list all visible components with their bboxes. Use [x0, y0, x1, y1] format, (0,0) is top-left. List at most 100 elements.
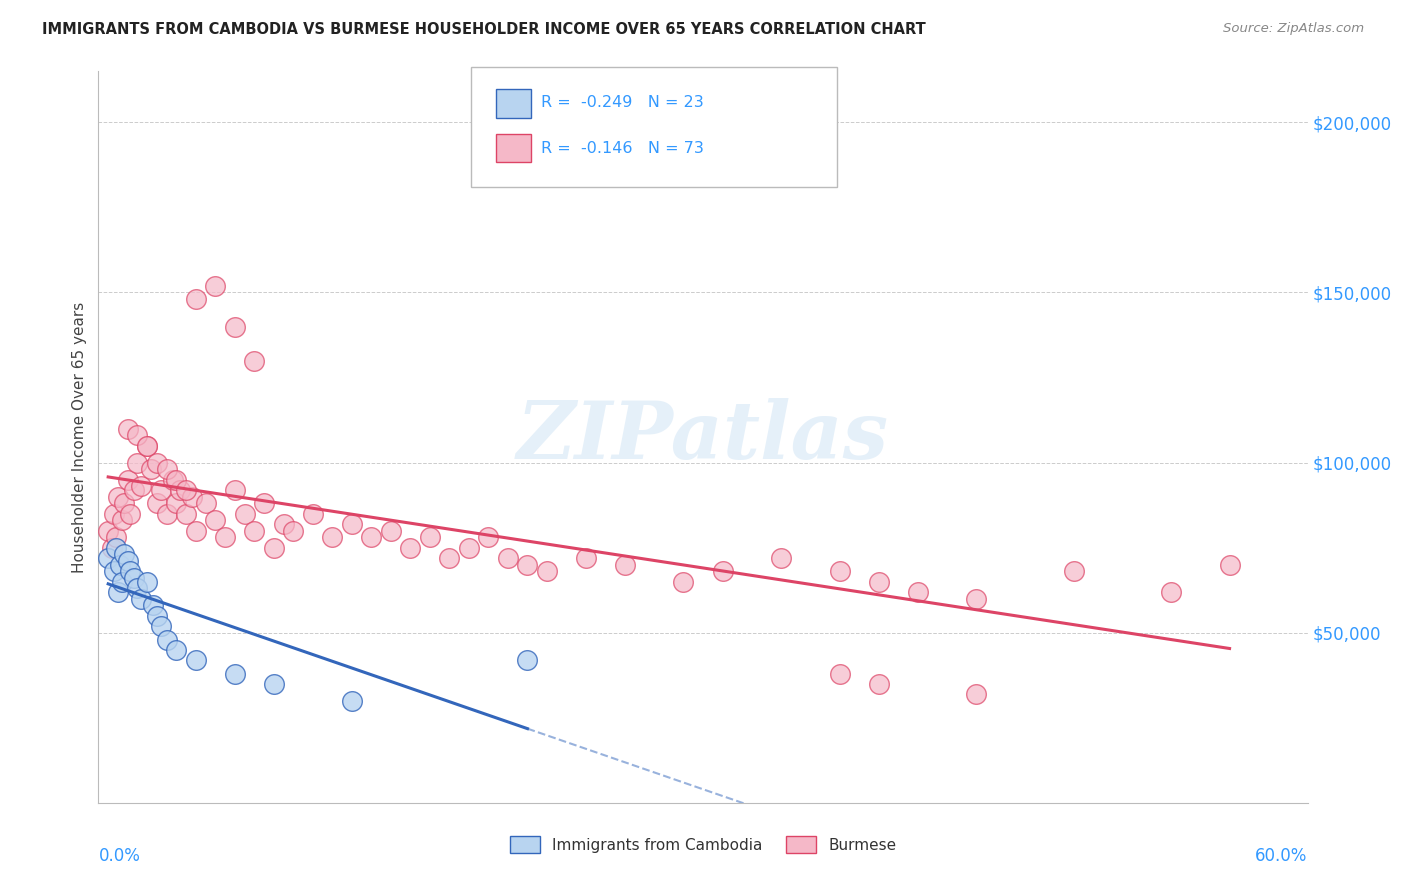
- Point: [162, 473, 184, 487]
- Point: [243, 353, 266, 368]
- Point: [108, 558, 131, 572]
- Point: [1219, 558, 1241, 572]
- Point: [174, 483, 197, 497]
- Point: [181, 490, 204, 504]
- Point: [243, 524, 266, 538]
- Point: [1160, 585, 1182, 599]
- Point: [1063, 565, 1085, 579]
- Point: [672, 574, 695, 589]
- Point: [283, 524, 305, 538]
- Point: [104, 541, 127, 555]
- Point: [439, 550, 461, 565]
- Point: [117, 421, 139, 435]
- Text: 60.0%: 60.0%: [1256, 847, 1308, 864]
- Text: R =  -0.146   N = 73: R = -0.146 N = 73: [541, 141, 704, 155]
- Point: [149, 619, 172, 633]
- Point: [965, 591, 987, 606]
- Point: [97, 524, 120, 538]
- Point: [224, 483, 246, 497]
- Point: [122, 571, 145, 585]
- Point: [101, 541, 124, 555]
- Point: [165, 473, 187, 487]
- Point: [156, 507, 179, 521]
- Point: [828, 666, 851, 681]
- Point: [321, 531, 343, 545]
- Point: [273, 516, 295, 531]
- Point: [103, 507, 125, 521]
- Point: [136, 574, 159, 589]
- Point: [156, 462, 179, 476]
- Point: [174, 507, 197, 521]
- Point: [516, 653, 538, 667]
- Point: [419, 531, 441, 545]
- Point: [149, 483, 172, 497]
- Point: [117, 473, 139, 487]
- Point: [112, 496, 135, 510]
- Point: [194, 496, 217, 510]
- Point: [111, 574, 134, 589]
- Point: [117, 554, 139, 568]
- Text: IMMIGRANTS FROM CAMBODIA VS BURMESE HOUSEHOLDER INCOME OVER 65 YEARS CORRELATION: IMMIGRANTS FROM CAMBODIA VS BURMESE HOUS…: [42, 22, 927, 37]
- Point: [156, 632, 179, 647]
- Point: [340, 516, 363, 531]
- Point: [97, 550, 120, 565]
- Text: 0.0%: 0.0%: [98, 847, 141, 864]
- Point: [184, 524, 207, 538]
- Point: [302, 507, 325, 521]
- Point: [165, 642, 187, 657]
- Point: [139, 462, 162, 476]
- Point: [204, 278, 226, 293]
- Point: [575, 550, 598, 565]
- Point: [614, 558, 637, 572]
- Point: [224, 666, 246, 681]
- Point: [131, 479, 153, 493]
- Point: [146, 496, 169, 510]
- Point: [516, 558, 538, 572]
- Text: Source: ZipAtlas.com: Source: ZipAtlas.com: [1223, 22, 1364, 36]
- Point: [399, 541, 422, 555]
- Point: [118, 565, 141, 579]
- Point: [127, 582, 149, 596]
- Point: [477, 531, 499, 545]
- Point: [204, 513, 226, 527]
- Point: [769, 550, 792, 565]
- Legend: Immigrants from Cambodia, Burmese: Immigrants from Cambodia, Burmese: [502, 828, 904, 861]
- Point: [965, 687, 987, 701]
- Point: [380, 524, 402, 538]
- Point: [711, 565, 734, 579]
- Point: [136, 439, 159, 453]
- Point: [165, 496, 187, 510]
- Point: [224, 319, 246, 334]
- Text: R =  -0.249   N = 23: R = -0.249 N = 23: [541, 95, 704, 110]
- Point: [146, 608, 169, 623]
- Point: [169, 483, 191, 497]
- Point: [136, 439, 159, 453]
- Point: [868, 574, 890, 589]
- Point: [131, 591, 153, 606]
- Point: [496, 550, 519, 565]
- Point: [104, 531, 127, 545]
- Point: [107, 585, 129, 599]
- Point: [253, 496, 276, 510]
- Point: [907, 585, 929, 599]
- Point: [828, 565, 851, 579]
- Point: [263, 677, 285, 691]
- Point: [458, 541, 481, 555]
- Point: [340, 694, 363, 708]
- Point: [107, 490, 129, 504]
- Point: [142, 599, 165, 613]
- Point: [214, 531, 236, 545]
- Point: [127, 428, 149, 442]
- Point: [536, 565, 558, 579]
- Point: [146, 456, 169, 470]
- Point: [868, 677, 890, 691]
- Text: ZIPatlas: ZIPatlas: [517, 399, 889, 475]
- Point: [127, 456, 149, 470]
- Point: [263, 541, 285, 555]
- Y-axis label: Householder Income Over 65 years: Householder Income Over 65 years: [72, 301, 87, 573]
- Point: [233, 507, 256, 521]
- Point: [360, 531, 382, 545]
- Point: [184, 293, 207, 307]
- Point: [112, 548, 135, 562]
- Point: [118, 507, 141, 521]
